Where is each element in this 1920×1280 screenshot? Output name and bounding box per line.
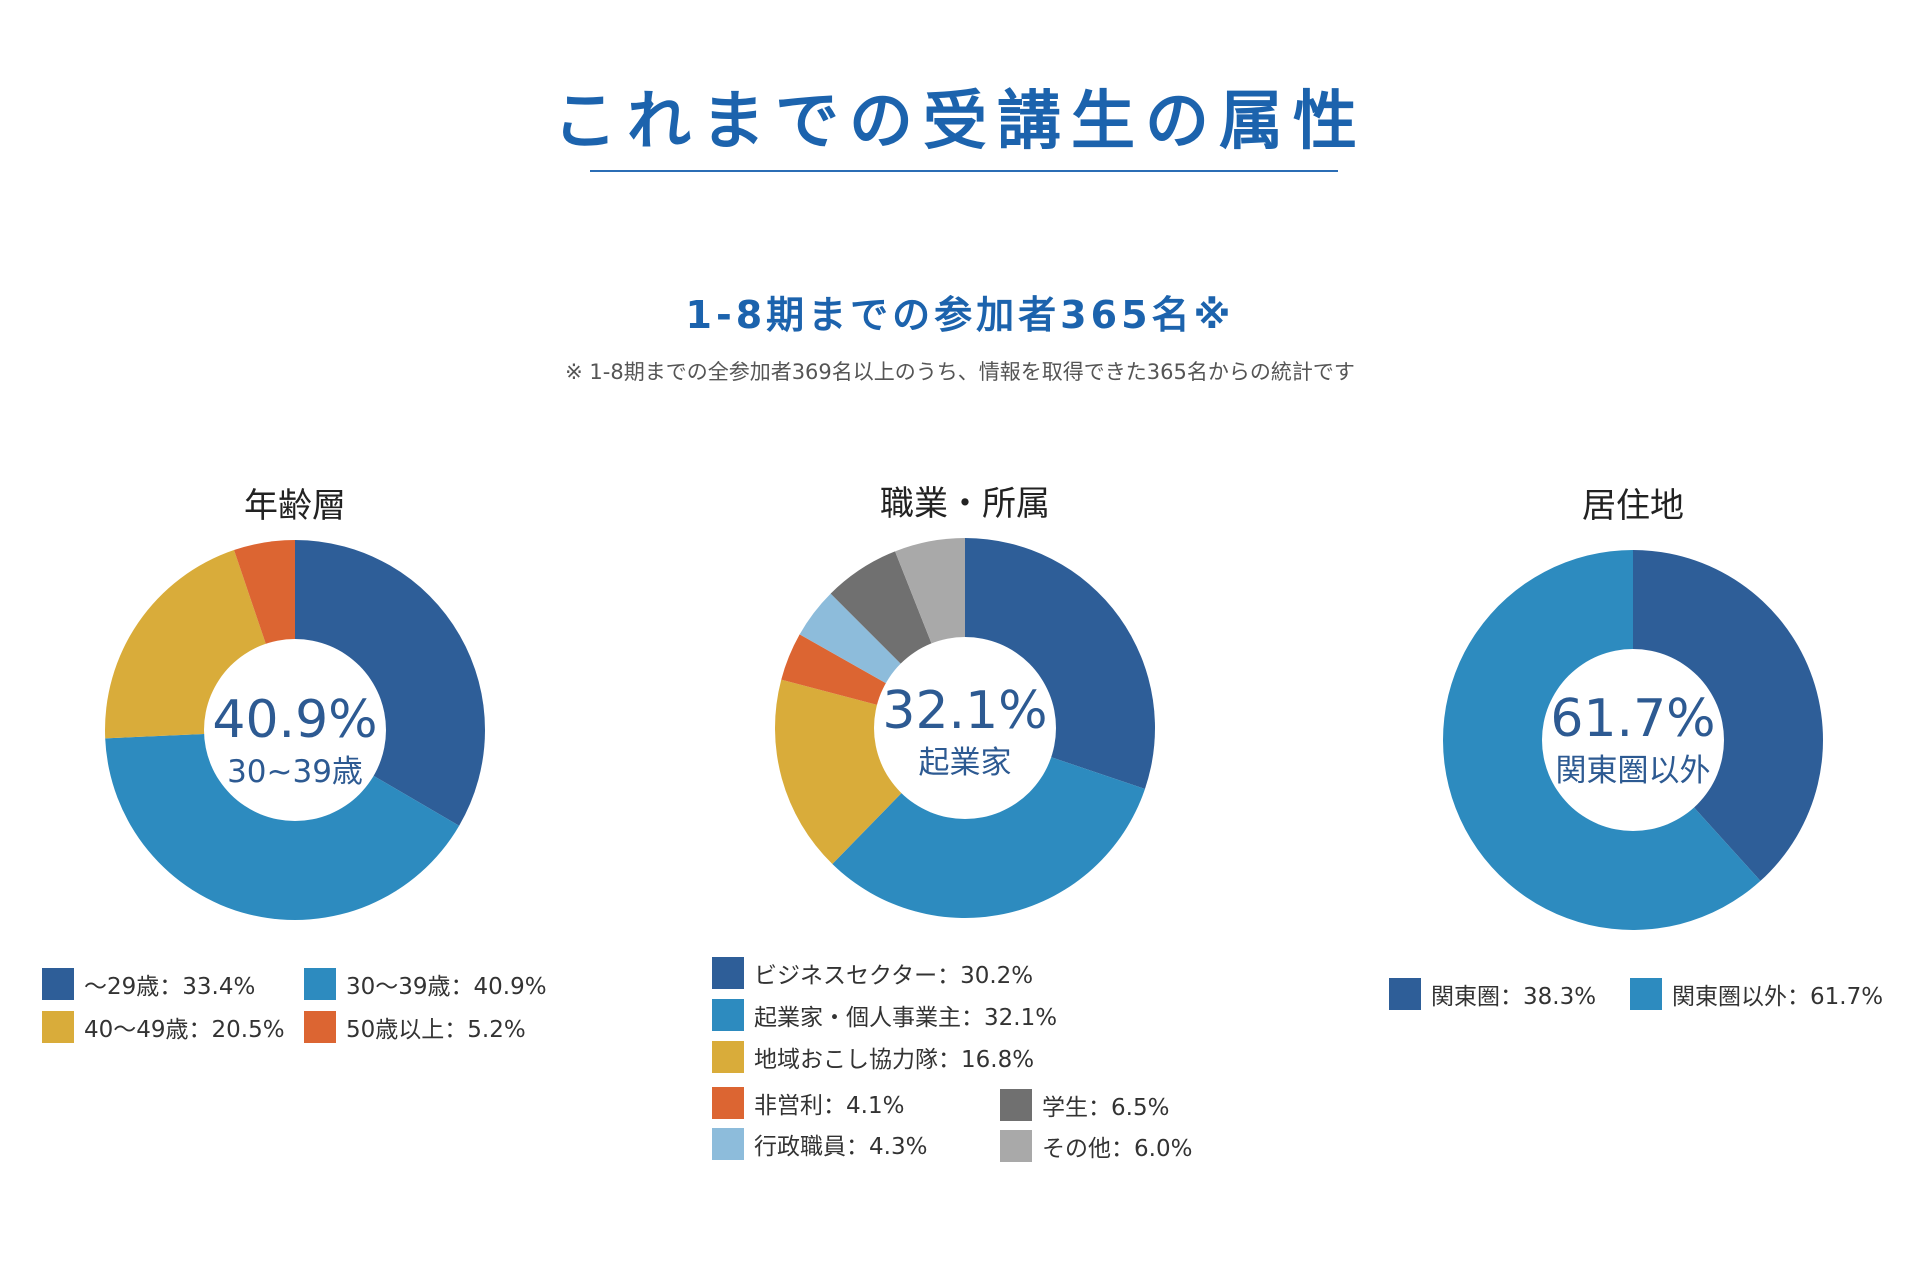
legend-item: 〜29歳：33.4% [42,967,255,1001]
age-donut-chart: 40.9% 30~39歳 [105,540,485,920]
legend-label: 地域おこし協力隊：16.8% [754,1047,1035,1073]
donut-slice-0 [1633,550,1824,881]
legend-swatch [712,1087,744,1119]
legend-swatch [42,1011,74,1043]
legend-item: 関東圏：38.3% [1389,977,1596,1011]
residence-donut-chart: 61.7% 関東圏以外 [1443,550,1824,930]
center-value: 32.1% [882,681,1047,741]
legend-item: 起業家・個人事業主：32.1% [712,998,1057,1032]
legend-item: その他：6.0% [1000,1129,1192,1163]
residence-chart-title: 居住地 [1582,486,1684,526]
legend-item: 学生：6.5% [1000,1088,1169,1122]
legend-swatch [42,968,74,1000]
center-label: 30~39歳 [227,754,363,790]
legend-label: 起業家・個人事業主：32.1% [754,1005,1058,1031]
center-label: 関東圏以外 [1556,753,1711,789]
legend-item: 非営利：4.1% [712,1086,904,1120]
legend-label: ビジネスセクター：30.2% [754,963,1034,989]
center-label: 起業家 [919,745,1012,781]
legend-item: 地域おこし協力隊：16.8% [712,1040,1034,1074]
page-title: これまでの受講生の属性 [553,85,1367,159]
legend-item: 行政職員：4.3% [712,1127,927,1161]
title-underline [590,170,1338,172]
age-chart-title: 年齢層 [244,486,346,526]
legend-swatch [712,999,744,1031]
legend-swatch [304,1011,336,1043]
legend-item: 関東圏以外：61.7% [1630,977,1883,1011]
legend-item: 30〜39歳：40.9% [304,967,547,1001]
legend-label: 関東圏以外：61.7% [1672,984,1884,1010]
legend-label: 行政職員：4.3% [754,1134,928,1160]
legend-swatch [712,1041,744,1073]
legend-item: 40〜49歳：20.5% [42,1010,285,1044]
legend-swatch [712,1128,744,1160]
legend-label: 関東圏：38.3% [1431,984,1597,1010]
occupation-donut-chart: 32.1% 起業家 [775,538,1155,918]
legend-swatch [304,968,336,1000]
legend-label: 30〜39歳：40.9% [346,974,547,1000]
legend-label: 50歳以上：5.2% [346,1017,526,1043]
occupation-chart-title: 職業・所属 [880,484,1050,524]
legend-swatch [1630,978,1662,1010]
legend-swatch [1000,1089,1032,1121]
legend-swatch [1389,978,1421,1010]
legend-swatch [1000,1130,1032,1162]
legend-label: 〜29歳：33.4% [84,974,256,1000]
center-value: 40.9% [212,690,377,750]
center-value: 61.7% [1550,689,1715,749]
legend-label: 40〜49歳：20.5% [84,1017,285,1043]
donut-center [204,639,386,821]
legend-label: 非営利：4.1% [754,1093,905,1119]
donut-center [874,637,1056,819]
legend-item: 50歳以上：5.2% [304,1010,526,1044]
donut-center [1542,649,1724,831]
participants-subtitle: 1-8期までの参加者365名※ [685,293,1235,337]
legend-item: ビジネスセクター：30.2% [712,956,1033,990]
legend-label: その他：6.0% [1042,1136,1193,1162]
legend-label: 学生：6.5% [1042,1095,1170,1121]
statistics-note: ※ 1-8期までの全参加者369名以上のうち、情報を取得できた365名からの統計… [565,360,1355,384]
donut-slice-1 [832,728,1145,918]
legend-swatch [712,957,744,989]
